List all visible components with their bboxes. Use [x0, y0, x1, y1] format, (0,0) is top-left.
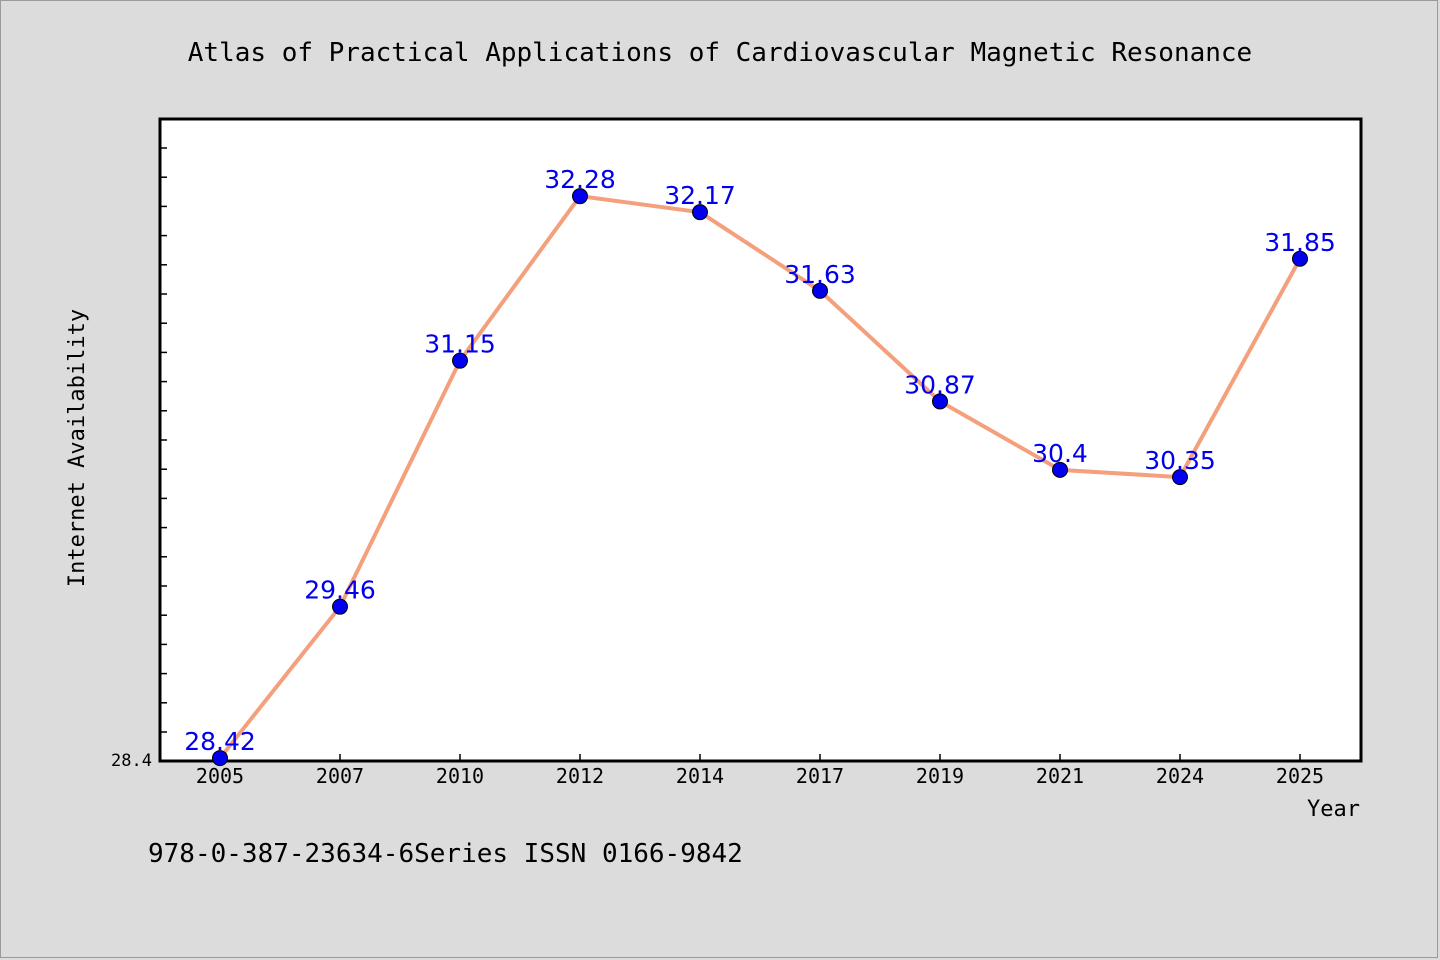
- data-label: 32.28: [544, 165, 616, 194]
- x-tick-label: 2010: [436, 764, 484, 788]
- series-line: [218, 194, 1302, 760]
- x-tick-label: 2021: [1036, 764, 1084, 788]
- data-point: [812, 282, 828, 299]
- data-point: [932, 393, 948, 410]
- y-axis-ticks: [160, 147, 167, 733]
- data-point: [1292, 250, 1308, 267]
- data-label: 30.4: [1032, 439, 1088, 468]
- data-label: 30.87: [904, 370, 976, 399]
- x-tick-label: 2017: [796, 764, 844, 788]
- data-label: 31.85: [1264, 228, 1336, 257]
- data-label: 31.63: [784, 260, 856, 289]
- y-tick-label: 28.4: [111, 751, 152, 771]
- data-label: 32.17: [664, 181, 736, 210]
- x-tick-label: 2014: [676, 764, 724, 788]
- x-tick-label: 2024: [1156, 764, 1204, 788]
- data-point: [692, 204, 708, 221]
- x-axis-label: Year: [1307, 797, 1360, 822]
- chart-title: Atlas of Practical Applications of Cardi…: [188, 38, 1252, 68]
- data-point: [332, 598, 348, 615]
- data-label: 31.15: [424, 330, 496, 359]
- y-axis-label: Internet Availability: [65, 309, 90, 587]
- data-point: [452, 352, 468, 369]
- data-label: 29.46: [304, 576, 376, 605]
- data-label: 28.42: [184, 727, 256, 756]
- x-tick-label: 2025: [1276, 764, 1324, 788]
- series-line-group: 28.42 29.46 31.15 32.28 32.17 31.63 30.87 30.4 3…: [184, 165, 1336, 767]
- data-point: [1172, 469, 1188, 486]
- footer-isbn-issn: 978-0-387-23634-6Series ISSN 0166-9842: [148, 839, 743, 869]
- data-point: [212, 750, 228, 767]
- data-point: [1052, 461, 1068, 478]
- x-tick-label: 2007: [316, 764, 364, 788]
- x-tick-label: 2019: [916, 764, 964, 788]
- data-point: [572, 188, 588, 205]
- data-label: 30.35: [1144, 446, 1216, 475]
- x-tick-label: 2005: [196, 764, 244, 788]
- x-tick-label: 2012: [556, 764, 604, 788]
- plot-area: [158, 117, 1363, 763]
